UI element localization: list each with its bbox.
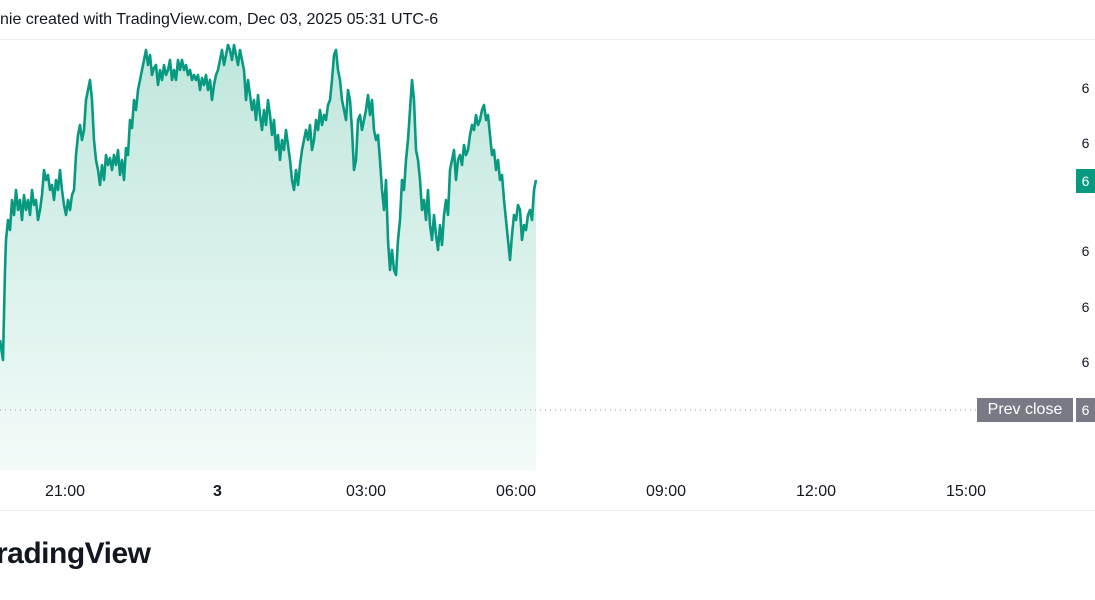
y-tick-label-1: 6 bbox=[1081, 80, 1090, 96]
chart-plot-area[interactable] bbox=[0, 40, 1095, 470]
y-tick-label-5: 6 bbox=[1081, 354, 1090, 370]
price-line bbox=[0, 43, 538, 362]
price-chart[interactable] bbox=[0, 40, 1095, 470]
current-price-label: 6 bbox=[1076, 169, 1095, 193]
x-tick-label: 12:00 bbox=[796, 483, 837, 500]
x-tick-label: 09:00 bbox=[646, 483, 687, 500]
tradingview-logo: radingView bbox=[0, 537, 151, 570]
header-bar: nie created with TradingView.com, Dec 03… bbox=[0, 0, 1095, 40]
y-tick-label-2: 6 bbox=[1081, 135, 1090, 151]
x-tick-label: 03:00 bbox=[346, 483, 387, 500]
x-tick-label: 06:00 bbox=[496, 483, 537, 500]
x-tick-label: 15:00 bbox=[946, 483, 987, 500]
y-tick-label-4: 6 bbox=[1081, 299, 1090, 315]
axis-divider bbox=[0, 510, 1095, 511]
prev-close-badge: Prev close bbox=[977, 398, 1073, 422]
attribution-text: nie created with TradingView.com, Dec 03… bbox=[0, 11, 439, 28]
x-tick-label: 3 bbox=[213, 483, 222, 500]
y-tick-label-3: 6 bbox=[1081, 243, 1090, 259]
price-area-fill bbox=[0, 45, 536, 470]
prev-close-price: 6 bbox=[1076, 398, 1095, 422]
x-tick-label: 21:00 bbox=[45, 483, 86, 500]
